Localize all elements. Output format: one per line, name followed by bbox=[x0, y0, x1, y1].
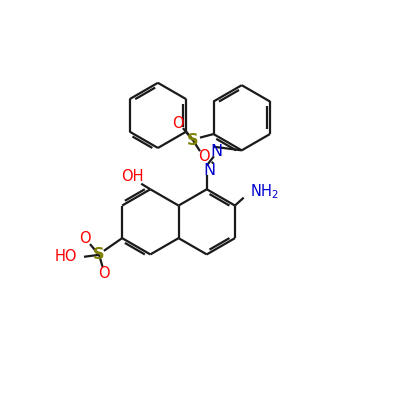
Text: O: O bbox=[172, 116, 184, 131]
Text: HO: HO bbox=[55, 249, 77, 264]
Text: O: O bbox=[98, 266, 110, 281]
Text: N: N bbox=[210, 144, 222, 159]
Text: O: O bbox=[198, 149, 210, 164]
Text: S: S bbox=[187, 132, 199, 148]
Text: N: N bbox=[203, 163, 215, 178]
Text: S: S bbox=[93, 247, 105, 262]
Text: OH: OH bbox=[121, 169, 144, 184]
Text: NH$_2$: NH$_2$ bbox=[250, 182, 279, 201]
Text: O: O bbox=[79, 231, 91, 246]
